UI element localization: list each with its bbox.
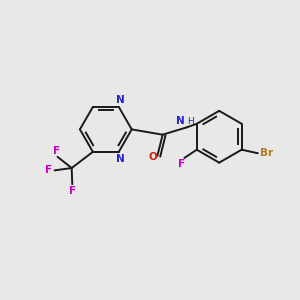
Text: F: F — [52, 146, 60, 156]
Text: O: O — [149, 152, 158, 162]
Text: F: F — [69, 186, 76, 196]
Text: F: F — [178, 159, 186, 169]
Text: N: N — [176, 116, 185, 126]
Text: F: F — [44, 165, 52, 176]
Text: N: N — [116, 154, 124, 164]
Text: Br: Br — [260, 148, 273, 158]
Text: N: N — [116, 94, 124, 105]
Text: H: H — [188, 117, 194, 126]
